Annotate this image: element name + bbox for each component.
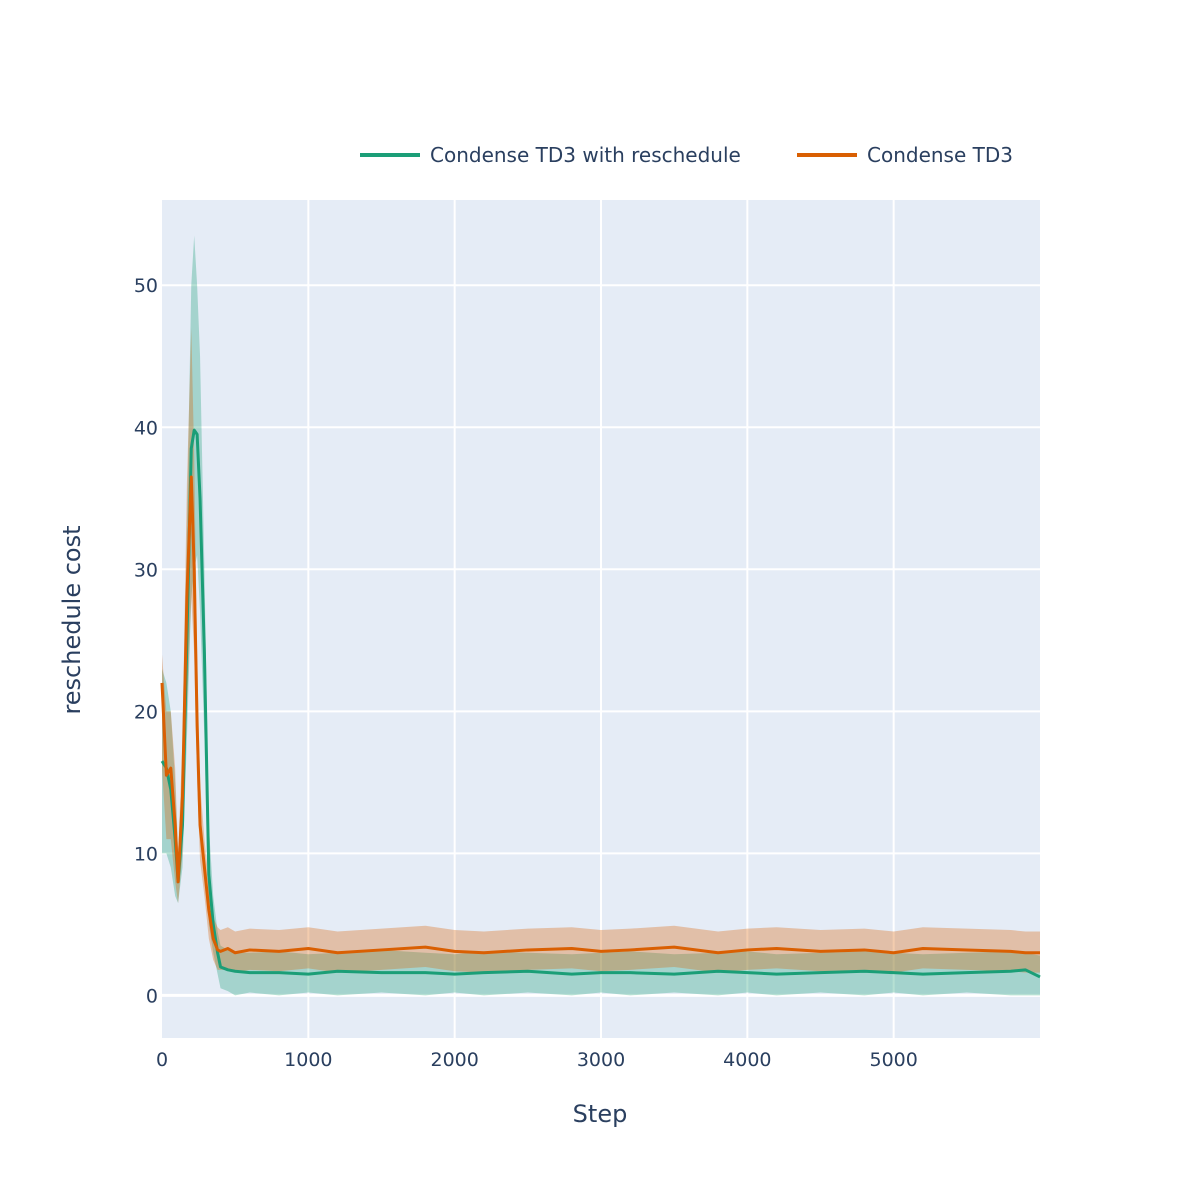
x-tick-label: 1000: [284, 1049, 332, 1071]
legend-label: Condense TD3 with reschedule: [430, 143, 741, 167]
y-tick-label: 30: [134, 559, 158, 581]
x-tick-label: 4000: [723, 1049, 771, 1071]
legend[interactable]: Condense TD3 with reschedule Condense TD3: [360, 143, 1013, 167]
x-axis-title: Step: [573, 1100, 628, 1128]
y-tick-label: 40: [134, 417, 158, 439]
series-lines: [160, 428, 1041, 979]
y-tick-label: 10: [134, 843, 158, 865]
x-tick-labels: 0 1000 2000 3000 4000 5000: [156, 1049, 918, 1071]
x-tick-label: 3000: [577, 1049, 625, 1071]
x-tick-label: 2000: [430, 1049, 478, 1071]
grid: [162, 200, 1040, 1038]
legend-label: Condense TD3: [867, 143, 1013, 167]
x-tick-label: 0: [156, 1049, 168, 1071]
y-tick-label: 20: [134, 701, 158, 723]
y-tick-labels: 0 10 20 30 40 50: [134, 275, 158, 1007]
legend-item[interactable]: Condense TD3: [797, 143, 1013, 167]
series-1-line: [160, 475, 1040, 955]
y-tick-label: 0: [146, 985, 158, 1007]
y-axis-title: reschedule cost: [58, 525, 86, 714]
y-tick-label: 50: [134, 275, 158, 297]
legend-item[interactable]: Condense TD3 with reschedule: [360, 143, 741, 167]
x-tick-label: 5000: [869, 1049, 917, 1071]
